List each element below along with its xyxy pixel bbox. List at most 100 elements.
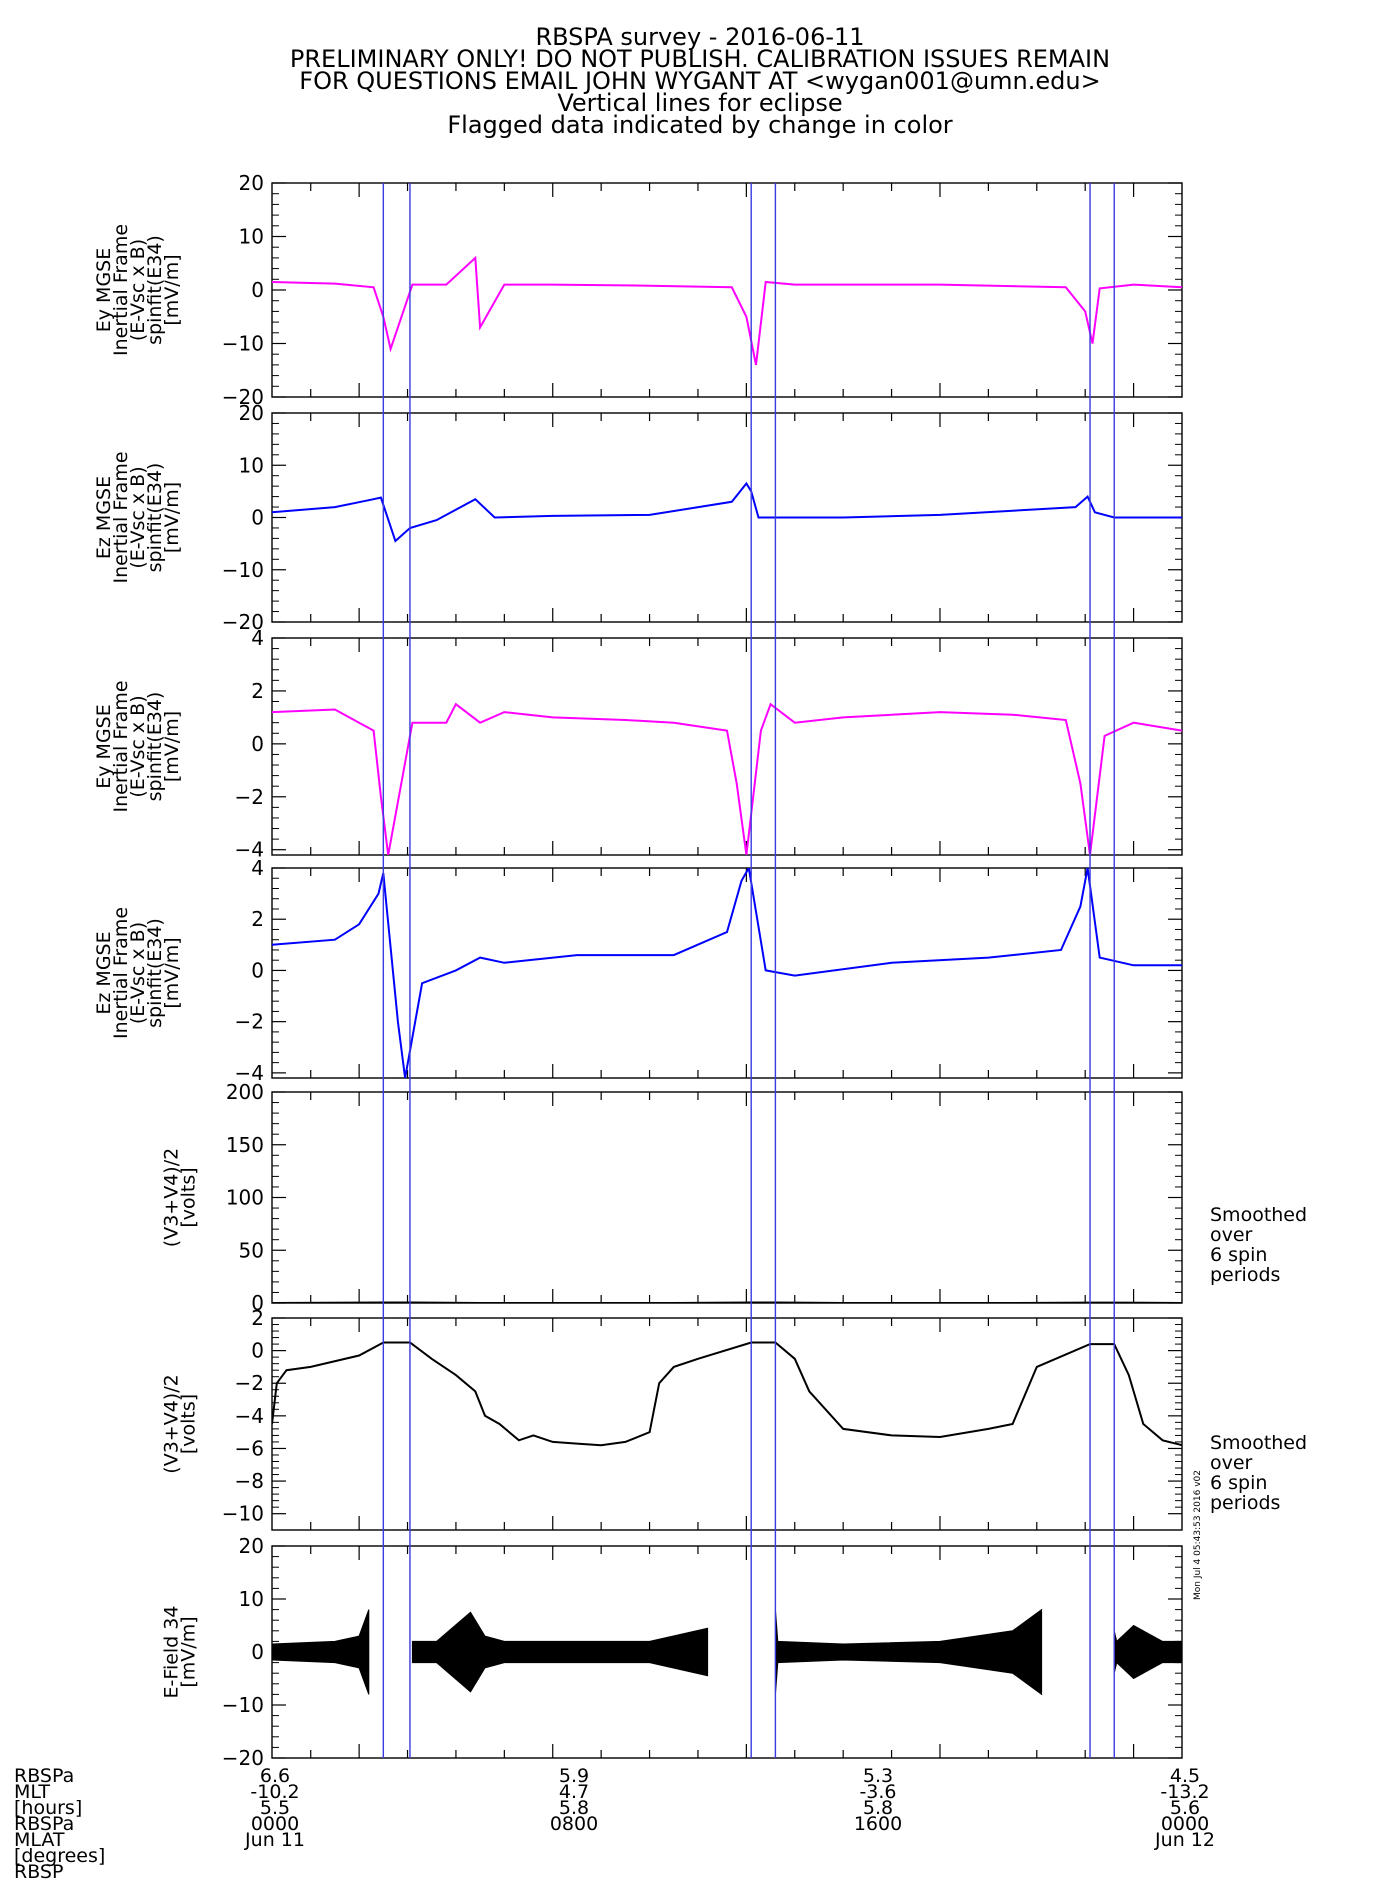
plot-frame-3 <box>271 867 1183 1079</box>
ephem-1-3: 0800 <box>549 1813 599 1835</box>
series-envelope-6-3 <box>1113 1624 1182 1680</box>
y-tick-label-6: −20 <box>222 1746 264 1770</box>
ephem-3-0: 4.5 <box>1169 1765 1201 1787</box>
note2-line-3: 6 spin <box>1210 1472 1268 1494</box>
y-axis-label-line: Inertial Frame <box>110 907 132 1039</box>
y-tick-label-4: 100 <box>226 1186 264 1210</box>
ephem-2-1: -3.6 <box>859 1781 897 1803</box>
title-line-5: Flagged data indicated by change in colo… <box>447 111 953 139</box>
ephem-col-1: 5.9 4.7 5.8 0800 <box>514 1765 634 1835</box>
plot-frame-1 <box>271 412 1183 623</box>
ephem-1-0: 5.9 <box>558 1765 590 1787</box>
y-axis-label-line: Ez MGSE <box>93 931 115 1014</box>
ephem-0-2: 5.5 <box>259 1797 291 1819</box>
title-line-4: Vertical lines for eclipse <box>557 89 843 117</box>
y-axis-label-5: (V3+V4)/2[volts] <box>161 1374 200 1473</box>
y-axis-label-line: (E-Vsc x B) <box>127 239 149 341</box>
y-axis-label-line: Ey MGSE <box>93 248 115 332</box>
y-tick-label-0: 10 <box>239 225 264 249</box>
y-axis-label-line: Inertial Frame <box>110 680 132 812</box>
series-envelope-6-0 <box>272 1609 370 1695</box>
row-label-0: RBSPa <box>14 1765 75 1787</box>
y-axis-label-line: [mV/m] <box>161 937 183 1008</box>
y-axis-label-4: (V3+V4)/2[volts] <box>161 1148 200 1247</box>
y-tick-label-3: −4 <box>235 1061 264 1085</box>
y-tick-label-4: 200 <box>226 1080 264 1104</box>
y-axis-label-line: [mV/m] <box>161 254 183 325</box>
y-tick-label-6: 10 <box>239 1587 264 1611</box>
note1-line-3: 6 spin <box>1210 1244 1268 1266</box>
title-line-2: PRELIMINARY ONLY! DO NOT PUBLISH. CALIBR… <box>289 45 1111 73</box>
y-tick-label-5: −10 <box>222 1502 264 1526</box>
ephem-col-3: 4.5 -13.2 5.6 0000 Jun 12 <box>1125 1765 1245 1851</box>
title-line-1: RBSPA survey - 2016-06-11 <box>535 23 865 51</box>
y-tick-label-6: −10 <box>222 1693 264 1717</box>
plot-frame-0 <box>271 182 1183 398</box>
ephem-0-4: Jun 11 <box>245 1829 305 1851</box>
series-line-1 <box>272 481 1182 543</box>
y-tick-label-2: −4 <box>235 838 264 862</box>
y-tick-label-4: 0 <box>251 1291 264 1315</box>
y-tick-label-3: 2 <box>251 907 264 931</box>
ephem-3-4: Jun 12 <box>1155 1829 1215 1851</box>
y-tick-label-2: 0 <box>251 732 264 756</box>
y-tick-label-5: −2 <box>235 1371 264 1395</box>
y-tick-label-5: 0 <box>251 1339 264 1363</box>
row-label-3: RBSPa <box>14 1813 75 1835</box>
row-label-2: [hours] <box>14 1797 83 1819</box>
note2-line-4: periods <box>1210 1492 1281 1514</box>
row-label-6: RBSP <box>14 1861 64 1883</box>
plot-frame-4 <box>271 1091 1183 1304</box>
y-axis-label-line: [mV/m] <box>161 711 183 782</box>
series-envelope-6-1 <box>411 1611 709 1693</box>
y-axis-label-line: [volts] <box>178 1167 200 1227</box>
y-axis-label-line: E-Field 34 <box>161 1606 183 1699</box>
y-axis-label-line: spinfit(E34) <box>144 918 166 1028</box>
ephem-3-3: 0000 <box>1160 1813 1210 1835</box>
y-axis-label-line: spinfit(E34) <box>144 692 166 802</box>
y-axis-label-line: Ez MGSE <box>93 476 115 559</box>
ephem-col-2: 5.3 -3.6 5.8 1600 <box>818 1765 938 1835</box>
title-line-3: FOR QUESTIONS EMAIL JOHN WYGANT AT <wyga… <box>299 67 1101 95</box>
y-axis-label-line: [volts] <box>178 1394 200 1454</box>
y-axis-label-line: (V3+V4)/2 <box>161 1148 183 1247</box>
note1-line-4: periods <box>1210 1264 1281 1286</box>
y-tick-label-5: −6 <box>235 1436 264 1460</box>
note1-line-2: over <box>1210 1224 1253 1246</box>
note2-line-2: over <box>1210 1452 1253 1474</box>
y-tick-label-1: −20 <box>222 610 264 634</box>
plot-frame-2 <box>271 637 1183 856</box>
figure-header: RBSPA survey - 2016-06-11 PRELIMINARY ON… <box>0 23 1400 139</box>
version-stamp: Mon Jul 4 05:43:53 2016 v02 <box>1193 1470 1203 1600</box>
y-tick-label-1: −10 <box>222 558 264 582</box>
y-axis-label-line: (V3+V4)/2 <box>161 1374 183 1473</box>
y-tick-label-2: 2 <box>251 679 264 703</box>
ephem-0-0: 6.6 <box>259 1765 291 1787</box>
y-tick-label-0: −20 <box>222 385 264 409</box>
y-axis-label-line: spinfit(E34) <box>144 463 166 573</box>
ephem-1-2: 5.8 <box>558 1797 590 1819</box>
y-tick-label-0: 0 <box>251 278 264 302</box>
y-axis-label-line: [mV/m] <box>178 1616 200 1687</box>
y-tick-label-0: 20 <box>239 171 264 195</box>
smoothing-note-1: Smoothed over 6 spin periods <box>1210 1205 1307 1285</box>
ephem-2-3: 1600 <box>853 1813 903 1835</box>
note1-line-1: Smoothed <box>1210 1204 1308 1226</box>
y-tick-label-4: 50 <box>239 1238 264 1262</box>
series-line-3 <box>272 868 1182 1078</box>
y-tick-label-3: 0 <box>251 958 264 982</box>
series-line-0 <box>272 255 1182 366</box>
y-tick-label-6: 20 <box>239 1534 264 1558</box>
note2-line-1: Smoothed <box>1210 1432 1308 1454</box>
y-tick-label-0: −10 <box>222 332 264 356</box>
ephem-2-0: 5.3 <box>862 1765 894 1787</box>
y-axis-label-line: Inertial Frame <box>110 451 132 583</box>
ephem-1-1: 4.7 <box>558 1781 590 1803</box>
y-axis-label-line: (E-Vsc x B) <box>127 466 149 568</box>
y-tick-label-6: 0 <box>251 1640 264 1664</box>
y-axis-label-line: [mV/m] <box>161 482 183 553</box>
ephem-0-1: -10.2 <box>250 1781 300 1803</box>
y-tick-label-2: −2 <box>235 785 264 809</box>
